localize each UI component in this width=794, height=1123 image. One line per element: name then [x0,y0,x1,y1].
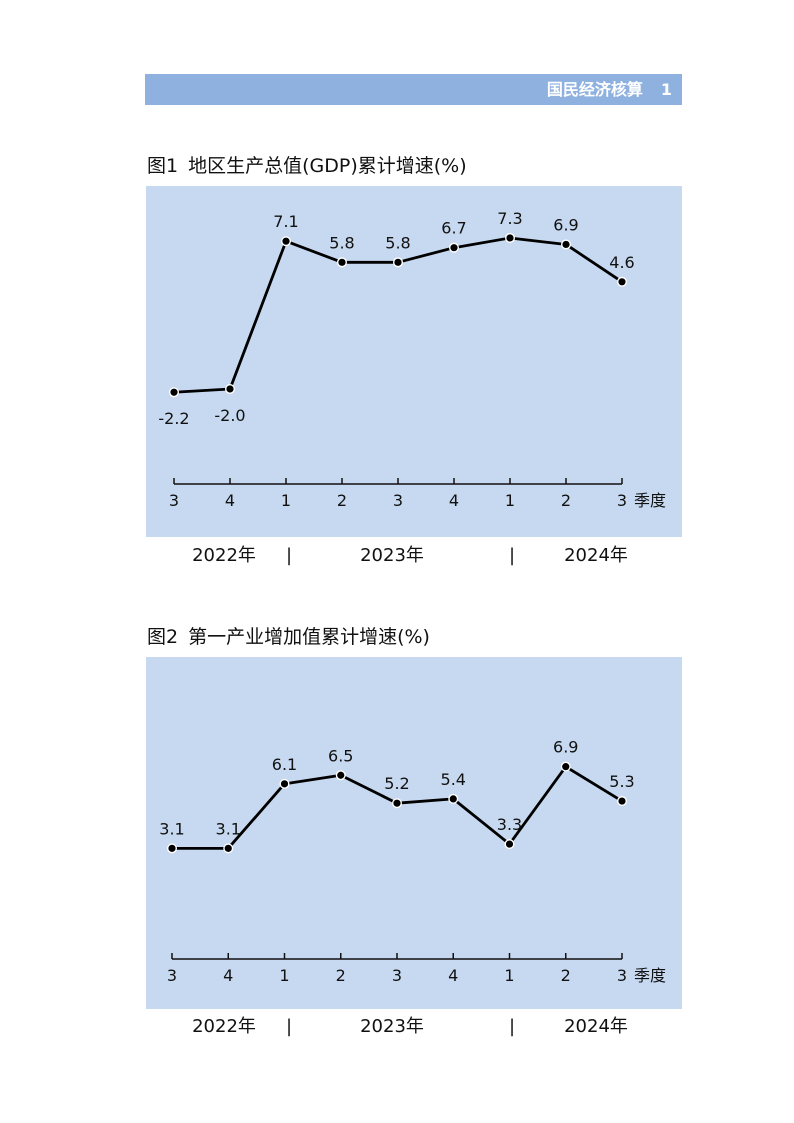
data-label: 7.1 [273,212,298,231]
data-label: 5.3 [609,772,634,791]
data-label: 6.1 [272,755,297,774]
page-number: 1 [660,80,672,99]
x-tick-label: 2 [336,966,346,985]
data-point [505,232,516,243]
x-tick-label: 1 [279,966,289,985]
x-tick-label: 4 [448,966,458,985]
x-tick-label: 3 [393,491,403,510]
data-label: 4.6 [609,253,634,272]
header-text: 国民经济核算 1 [547,74,672,105]
data-point [504,839,515,850]
data-point [169,387,180,398]
data-point [617,276,628,287]
year-label: 2022年 [192,545,256,566]
year-label: 2023年 [360,1016,424,1037]
x-tick-label: 3 [169,491,179,510]
data-point [560,761,571,772]
figure-2-year-row: 2022年 | 2023年 | 2024年 [146,1012,682,1042]
figure-2-caption: 第一产业增加值累计增速(%) [188,626,430,648]
data-label: 6.9 [553,215,578,234]
data-label: 5.8 [329,233,354,252]
x-tick-label: 3 [617,491,627,510]
data-label: -2.0 [214,406,245,425]
figure-1-number: 图1 [147,155,179,177]
data-label: -2.2 [158,409,189,428]
x-tick-label: 1 [504,966,514,985]
x-tick-label: 4 [449,491,459,510]
figure-2-title: 图2 第一产业增加值累计增速(%) [147,625,430,649]
x-tick-label: 1 [505,491,515,510]
x-tick-label: 3 [392,966,402,985]
year-label: 2024年 [564,1016,628,1037]
figure-2-number: 图2 [147,626,179,648]
data-point [392,257,403,268]
data-point [449,242,460,253]
data-label: 5.2 [384,774,409,793]
x-axis-unit-label: 季度 [634,966,666,985]
figure-1-chart: 3 4 1 2 3 4 1 2 3 季度 -2.2 -2.0 7.1 5.8 5.8 6.7 7.3 6.9 4.6 [158,209,666,510]
data-label: 3.1 [216,819,241,838]
data-label: 5.4 [441,770,466,789]
year-label: 2022年 [192,1016,256,1037]
year-separator: | [285,545,293,566]
data-label: 5.8 [385,233,410,252]
header-band: 国民经济核算 1 [145,74,682,105]
data-point [280,236,291,247]
x-tick-label: 4 [223,966,233,985]
data-point [224,383,235,394]
figure-1-title: 图1 地区生产总值(GDP)累计增速(%) [147,154,467,178]
figure-1-year-row: 2022年 | 2023年 | 2024年 [146,541,682,571]
section-title: 国民经济核算 [546,80,643,99]
figure-1-panel: 3 4 1 2 3 4 1 2 3 季度 -2.2 -2.0 7.1 5.8 5.8 6.7 7.3 6.9 4.6 [146,186,682,537]
data-label: 3.1 [159,819,184,838]
x-tick-label: 3 [617,966,627,985]
x-tick-label: 4 [225,491,235,510]
data-point [223,843,234,854]
year-label: 2024年 [564,545,628,566]
figure-2-panel: 3 4 1 2 3 4 1 2 3 季度 3.1 3.1 6.1 6.5 5.2 5.4 3.3 6.9 5.3 [146,657,682,1009]
x-tick-label: 2 [337,491,347,510]
x-tick-label: 2 [561,491,571,510]
data-point [617,796,628,807]
data-point [336,257,347,268]
data-point [448,793,459,804]
x-axis-unit-label: 季度 [634,491,666,510]
data-label: 3.3 [497,815,522,834]
year-separator: | [508,545,516,566]
year-label: 2023年 [360,545,424,566]
x-tick-label: 2 [561,966,571,985]
data-point [335,770,346,781]
year-separator: | [508,1016,516,1037]
figure-2-chart: 3 4 1 2 3 4 1 2 3 季度 3.1 3.1 6.1 6.5 5.2 5.4 3.3 6.9 5.3 [159,738,666,985]
x-tick-label: 1 [281,491,291,510]
data-point [167,843,178,854]
figure-1-caption: 地区生产总值(GDP)累计增速(%) [188,155,467,177]
data-label: 6.9 [553,738,578,757]
data-point [391,798,402,809]
data-point [279,778,290,789]
data-label: 6.7 [441,219,466,238]
year-separator: | [285,1016,293,1037]
data-point [561,239,572,250]
data-label: 7.3 [497,209,522,228]
data-label: 6.5 [328,746,353,765]
x-tick-label: 3 [167,966,177,985]
